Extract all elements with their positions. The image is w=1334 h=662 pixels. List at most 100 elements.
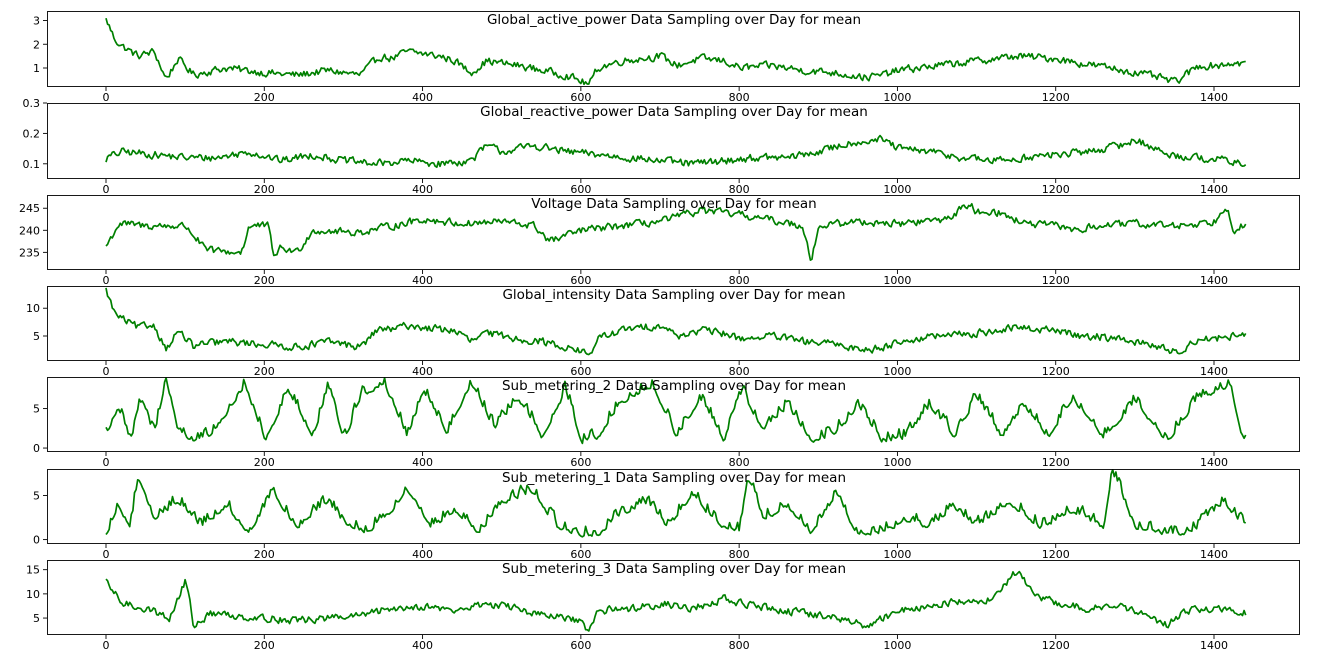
x-tick-label: 1000 xyxy=(883,274,911,287)
series-line xyxy=(105,17,1246,86)
x-tick-label: 800 xyxy=(729,365,750,378)
axes-frame xyxy=(47,469,1300,544)
subplot-3: 235 240 245 0 200 400 600 800 1000 1200 1400 Voltag… xyxy=(19,195,1300,287)
subplot-title: Global_active_power Data Sampling over D… xyxy=(487,12,861,28)
x-tick-label: 400 xyxy=(412,365,433,378)
x-tick-label: 400 xyxy=(412,639,433,652)
x-tick-label: 400 xyxy=(412,548,433,561)
x-tick-label: 600 xyxy=(570,274,591,287)
subplot-1: 1 2 3 0 200 400 600 800 1000 1200 1400 Global_activ… xyxy=(33,11,1300,104)
series-line xyxy=(105,202,1247,261)
x-tick-label: 0 xyxy=(103,183,110,196)
x-tick-label: 200 xyxy=(254,274,275,287)
axes-frame xyxy=(47,377,1300,452)
x-tick-label: 400 xyxy=(412,274,433,287)
x-tick-label: 800 xyxy=(729,456,750,469)
x-tick-label: 1400 xyxy=(1200,274,1228,287)
y-tick-label: 1 xyxy=(33,62,40,75)
x-tick-label: 400 xyxy=(412,91,433,104)
y-tick-label: 240 xyxy=(19,224,40,237)
y-tick-label: 10 xyxy=(26,302,40,315)
x-tick-label: 400 xyxy=(412,456,433,469)
subplot-title: Global_reactive_power Data Sampling over… xyxy=(480,104,868,120)
y-tick-label: 235 xyxy=(19,246,40,259)
subplot-6: 0 5 0 200 400 600 800 1000 1200 1400 Sub_metering_… xyxy=(33,469,1300,561)
x-tick-label: 1000 xyxy=(883,548,911,561)
subplot-4: 5 10 0 200 400 600 800 1000 1200 1400 Global_inten… xyxy=(26,286,1300,378)
x-tick-label: 800 xyxy=(729,91,750,104)
axes-frame xyxy=(47,195,1300,270)
x-tick-label: 1200 xyxy=(1042,274,1070,287)
y-tick-label: 3 xyxy=(33,15,40,28)
x-tick-label: 200 xyxy=(254,91,275,104)
x-tick-label: 200 xyxy=(254,365,275,378)
x-tick-label: 1400 xyxy=(1200,548,1228,561)
x-tick-label: 600 xyxy=(570,456,591,469)
x-tick-label: 600 xyxy=(570,639,591,652)
x-tick-label: 1000 xyxy=(883,639,911,652)
x-tick-label: 800 xyxy=(729,183,750,196)
x-tick-label: 600 xyxy=(570,183,591,196)
subplot-title: Sub_metering_2 Data Sampling over Day fo… xyxy=(502,378,846,394)
x-tick-label: 0 xyxy=(103,456,110,469)
x-tick-label: 800 xyxy=(729,639,750,652)
x-tick-label: 200 xyxy=(254,548,275,561)
x-tick-label: 200 xyxy=(254,456,275,469)
x-tick-label: 1400 xyxy=(1200,183,1228,196)
x-tick-label: 1400 xyxy=(1200,91,1228,104)
series-line xyxy=(105,377,1247,445)
x-tick-label: 800 xyxy=(729,548,750,561)
series-line xyxy=(105,134,1247,169)
x-tick-label: 400 xyxy=(412,183,433,196)
subplot-7: 5 10 15 0 200 400 600 800 1000 1200 1400 Sub_meteri… xyxy=(26,560,1300,652)
x-tick-label: 200 xyxy=(254,639,275,652)
series-line xyxy=(105,570,1247,632)
x-tick-label: 1000 xyxy=(883,183,911,196)
x-tick-label: 1000 xyxy=(883,91,911,104)
series-line xyxy=(105,469,1247,538)
subplot-5: 0 5 0 200 400 600 800 1000 1200 1400 Sub_metering_… xyxy=(33,377,1300,469)
series-line xyxy=(105,287,1247,356)
x-tick-label: 1200 xyxy=(1042,365,1070,378)
x-tick-label: 1200 xyxy=(1042,91,1070,104)
axes-frame xyxy=(47,560,1300,635)
subplot-title: Global_intensity Data Sampling over Day … xyxy=(502,287,845,303)
subplot-title: Sub_metering_1 Data Sampling over Day fo… xyxy=(502,470,846,486)
y-tick-label: 0 xyxy=(33,442,40,455)
x-tick-label: 1000 xyxy=(883,456,911,469)
x-tick-label: 0 xyxy=(103,548,110,561)
x-tick-label: 0 xyxy=(103,365,110,378)
y-tick-label: 0.3 xyxy=(23,97,41,110)
x-tick-label: 0 xyxy=(103,91,110,104)
axes-frame xyxy=(47,11,1300,87)
x-tick-label: 800 xyxy=(729,274,750,287)
x-tick-label: 1400 xyxy=(1200,365,1228,378)
subplot-2: 0.1 0.2 0.3 0 200 400 600 800 1000 1200 1400 Global… xyxy=(23,97,1300,196)
subplot-title: Sub_metering_3 Data Sampling over Day fo… xyxy=(502,561,846,577)
x-tick-label: 1200 xyxy=(1042,456,1070,469)
y-tick-label: 10 xyxy=(26,588,40,601)
x-tick-label: 600 xyxy=(570,365,591,378)
x-tick-label: 600 xyxy=(570,91,591,104)
y-tick-label: 15 xyxy=(26,564,40,577)
x-tick-label: 0 xyxy=(103,274,110,287)
x-tick-label: 200 xyxy=(254,183,275,196)
axes-frame xyxy=(47,286,1300,361)
y-tick-label: 5 xyxy=(33,612,40,625)
x-tick-label: 1200 xyxy=(1042,183,1070,196)
x-tick-label: 0 xyxy=(103,639,110,652)
axes-frame xyxy=(47,103,1300,179)
y-tick-label: 0.1 xyxy=(23,158,41,171)
y-tick-label: 0.2 xyxy=(23,127,41,140)
x-tick-label: 1000 xyxy=(883,365,911,378)
y-tick-label: 5 xyxy=(33,489,40,502)
x-tick-label: 1400 xyxy=(1200,639,1228,652)
subplot-title: Voltage Data Sampling over Day for mean xyxy=(531,196,816,212)
y-tick-label: 0 xyxy=(33,534,40,547)
y-tick-label: 2 xyxy=(33,38,40,51)
y-tick-label: 245 xyxy=(19,202,40,215)
y-tick-label: 5 xyxy=(33,403,40,416)
x-tick-label: 1200 xyxy=(1042,548,1070,561)
x-tick-label: 1200 xyxy=(1042,639,1070,652)
